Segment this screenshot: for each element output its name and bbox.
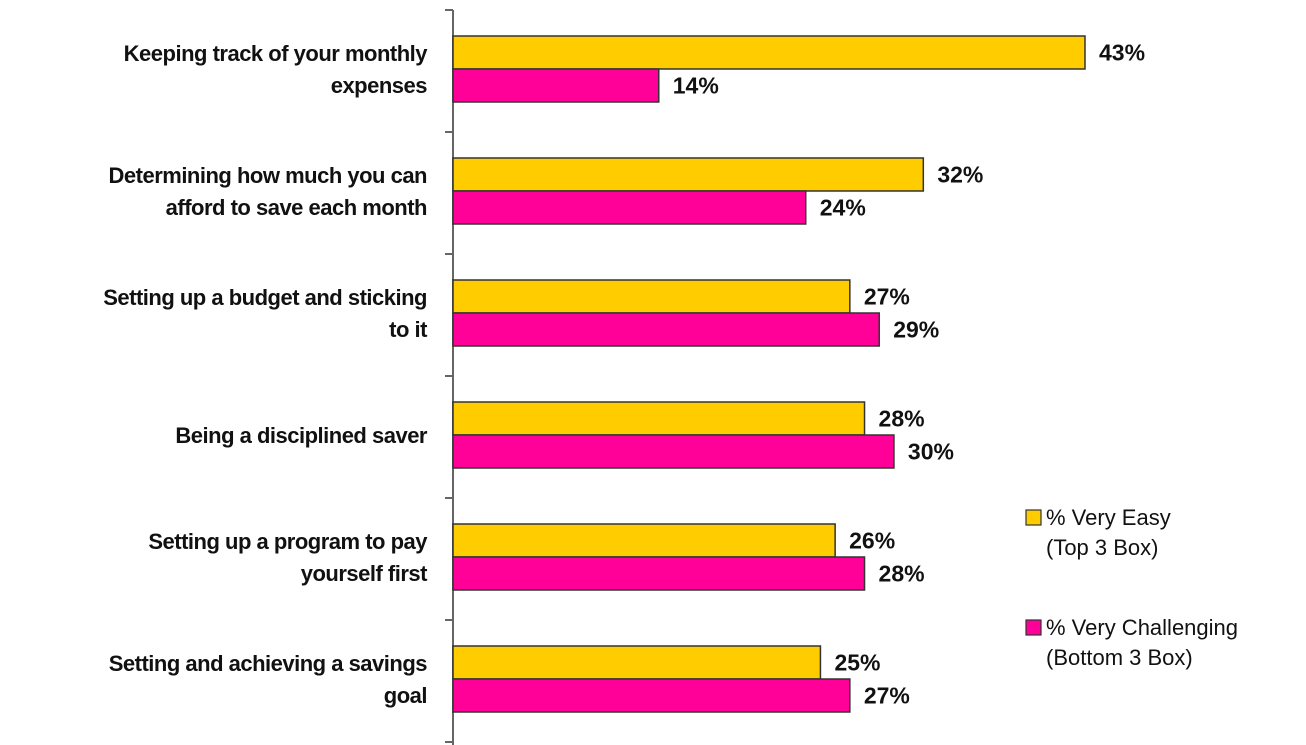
legend-label-line: % Very Challenging	[1046, 615, 1238, 640]
category-label-line: Setting and achieving a savings	[109, 651, 428, 676]
category-label-line: Keeping track of your monthly	[124, 41, 429, 66]
legend-label: % Very Challenging (Bottom 3 Box)	[1046, 615, 1238, 670]
data-label: 43%	[1099, 40, 1145, 66]
bar-very-easy	[452, 645, 822, 680]
category-label: Setting up a budget and sticking to it	[103, 285, 428, 342]
bar-very-easy	[452, 157, 925, 192]
bar-very-easy	[452, 35, 1086, 70]
bar-very-challenging	[452, 678, 851, 713]
category-label-line: to it	[389, 317, 428, 342]
data-label: 28%	[879, 406, 925, 432]
data-label: 26%	[849, 528, 895, 554]
data-label: 27%	[864, 683, 910, 709]
category-label-line: Being a disciplined saver	[175, 423, 428, 448]
data-label: 27%	[864, 284, 910, 310]
category-label: Setting up a program to pay yourself firs…	[148, 529, 428, 586]
category-label: Setting and achieving a savings goal	[109, 651, 428, 708]
data-label: 32%	[937, 162, 983, 188]
legend-label-line: % Very Easy	[1046, 505, 1171, 530]
bar-very-challenging	[452, 68, 660, 103]
data-label: 25%	[834, 650, 880, 676]
data-label: 30%	[908, 439, 954, 465]
category-label: Keeping track of your monthly expenses	[124, 41, 429, 98]
category-label-line: Determining how much you can	[109, 163, 428, 188]
legend-label-line: (Bottom 3 Box)	[1046, 645, 1193, 670]
category-label-line: goal	[384, 683, 427, 708]
category-label: Being a disciplined saver	[175, 423, 428, 448]
category-label-line: yourself first	[301, 561, 428, 586]
bar-very-easy	[452, 401, 866, 436]
bar-very-challenging	[452, 434, 895, 469]
data-label: 14%	[673, 73, 719, 99]
bar-very-challenging	[452, 312, 880, 347]
bar-very-easy	[452, 279, 851, 314]
data-label: 24%	[820, 195, 866, 221]
data-label: 29%	[893, 317, 939, 343]
bar-very-challenging	[452, 190, 807, 225]
category-label: Determining how much you can afford to sa…	[109, 163, 428, 220]
category-label-line: afford to save each month	[166, 195, 427, 220]
category-label-line: Setting up a program to pay	[148, 529, 428, 554]
legend-swatch	[1025, 619, 1042, 636]
legend-swatch	[1025, 509, 1042, 526]
category-label-line: expenses	[331, 73, 428, 98]
category-label-line: Setting up a budget and sticking	[103, 285, 427, 310]
legend-label: % Very Easy (Top 3 Box)	[1046, 505, 1171, 560]
bar-very-challenging	[452, 556, 866, 591]
bar-very-easy	[452, 523, 836, 558]
data-label: 28%	[879, 561, 925, 587]
legend-label-line: (Top 3 Box)	[1046, 535, 1159, 560]
